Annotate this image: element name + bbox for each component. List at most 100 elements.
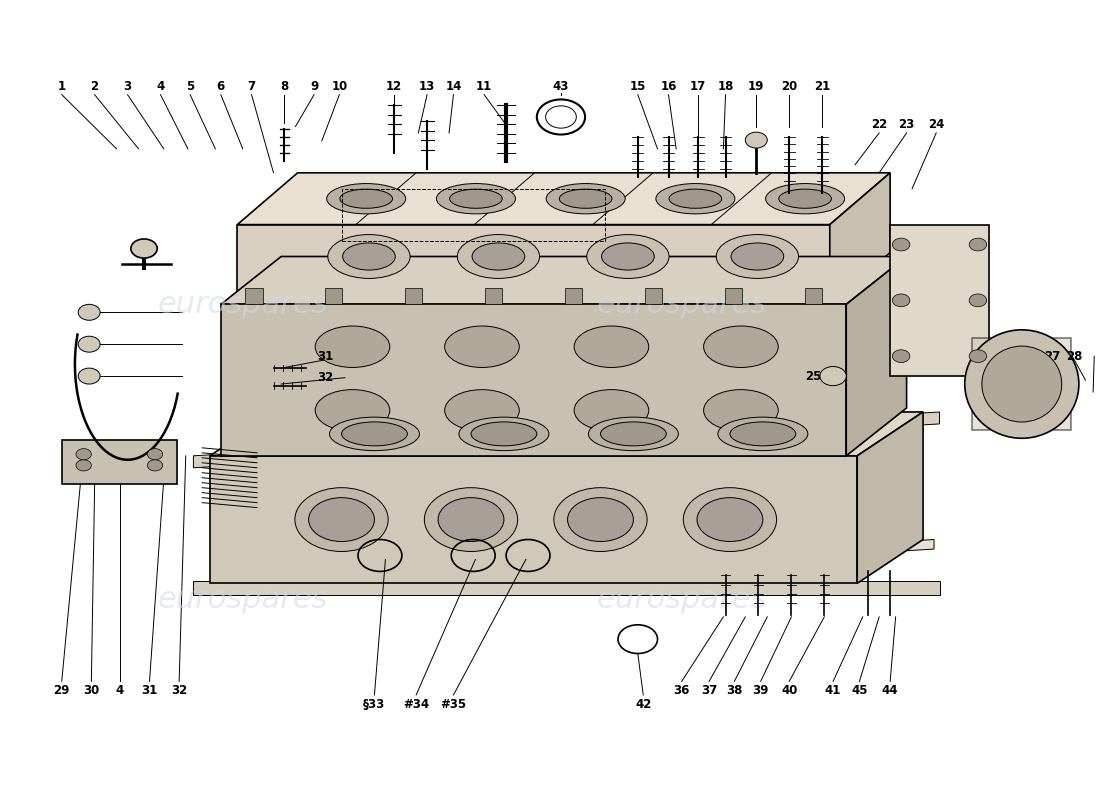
Circle shape — [76, 460, 91, 471]
Ellipse shape — [586, 234, 669, 278]
Ellipse shape — [316, 326, 389, 367]
Polygon shape — [199, 539, 934, 593]
Circle shape — [78, 368, 100, 384]
Text: 45: 45 — [851, 685, 868, 698]
Polygon shape — [210, 456, 857, 583]
Ellipse shape — [730, 422, 795, 446]
Text: eurospares: eurospares — [157, 290, 328, 319]
Ellipse shape — [965, 330, 1079, 438]
Ellipse shape — [982, 346, 1062, 422]
Text: 4: 4 — [116, 685, 124, 698]
Text: 10: 10 — [331, 80, 348, 93]
Text: 24: 24 — [928, 118, 945, 131]
Text: 31: 31 — [142, 685, 157, 698]
Text: 37: 37 — [701, 685, 717, 698]
Text: eurospares: eurospares — [596, 585, 767, 614]
Text: 11: 11 — [476, 80, 493, 93]
Ellipse shape — [588, 417, 679, 450]
Polygon shape — [210, 412, 923, 456]
Ellipse shape — [295, 488, 388, 551]
Ellipse shape — [444, 390, 519, 431]
Polygon shape — [238, 225, 829, 304]
Text: 32: 32 — [317, 371, 333, 384]
Ellipse shape — [342, 243, 395, 270]
Circle shape — [131, 239, 157, 258]
Ellipse shape — [574, 326, 649, 367]
Ellipse shape — [683, 488, 777, 551]
Text: §33: §33 — [363, 698, 386, 711]
Text: 43: 43 — [553, 80, 569, 93]
Circle shape — [78, 336, 100, 352]
Bar — [194, 581, 939, 595]
Ellipse shape — [341, 422, 407, 446]
Text: 1: 1 — [57, 80, 66, 93]
Ellipse shape — [547, 183, 625, 214]
Text: 44: 44 — [882, 685, 899, 698]
Text: 2: 2 — [90, 80, 99, 93]
Ellipse shape — [328, 234, 410, 278]
Text: 29: 29 — [54, 685, 70, 698]
Text: eurospares: eurospares — [157, 585, 328, 614]
Text: #35: #35 — [440, 698, 466, 711]
Ellipse shape — [472, 243, 525, 270]
Ellipse shape — [704, 326, 778, 367]
Text: 5: 5 — [186, 80, 195, 93]
Text: 21: 21 — [814, 80, 830, 93]
Text: 13: 13 — [419, 80, 436, 93]
Bar — [804, 288, 822, 304]
Text: 9: 9 — [310, 80, 318, 93]
Text: eurospares: eurospares — [596, 290, 767, 319]
Circle shape — [746, 132, 767, 148]
Text: 12: 12 — [386, 80, 403, 93]
Ellipse shape — [425, 488, 518, 551]
Polygon shape — [829, 173, 890, 304]
Bar — [341, 189, 605, 241]
Ellipse shape — [458, 234, 540, 278]
Bar — [245, 288, 263, 304]
Ellipse shape — [340, 189, 393, 208]
Text: 15: 15 — [629, 80, 646, 93]
Text: 39: 39 — [752, 685, 769, 698]
Text: 3: 3 — [123, 80, 132, 93]
Ellipse shape — [327, 183, 406, 214]
Polygon shape — [846, 257, 906, 456]
Text: 20: 20 — [781, 80, 798, 93]
Polygon shape — [972, 338, 1071, 430]
Circle shape — [892, 238, 910, 251]
Ellipse shape — [471, 422, 537, 446]
Circle shape — [969, 350, 987, 362]
Text: 14: 14 — [446, 80, 462, 93]
Bar — [645, 288, 662, 304]
Text: 32: 32 — [170, 685, 187, 698]
Ellipse shape — [704, 390, 778, 431]
Text: 18: 18 — [717, 80, 734, 93]
Polygon shape — [890, 225, 989, 376]
Text: 42: 42 — [635, 698, 651, 711]
Ellipse shape — [602, 243, 654, 270]
Ellipse shape — [437, 183, 516, 214]
Ellipse shape — [669, 189, 722, 208]
Ellipse shape — [553, 488, 647, 551]
Polygon shape — [857, 412, 923, 583]
Text: 19: 19 — [748, 80, 764, 93]
Text: 38: 38 — [726, 685, 742, 698]
Text: 41: 41 — [825, 685, 842, 698]
Ellipse shape — [732, 243, 783, 270]
Ellipse shape — [697, 498, 763, 542]
Text: 22: 22 — [871, 118, 888, 131]
Ellipse shape — [459, 417, 549, 450]
Ellipse shape — [444, 326, 519, 367]
Text: 6: 6 — [217, 80, 226, 93]
Text: 30: 30 — [84, 685, 99, 698]
Text: 36: 36 — [673, 685, 690, 698]
Text: 26: 26 — [1022, 350, 1038, 362]
Ellipse shape — [438, 498, 504, 542]
Circle shape — [969, 294, 987, 306]
Bar — [324, 288, 342, 304]
Ellipse shape — [656, 183, 735, 214]
Text: 8: 8 — [280, 80, 288, 93]
Ellipse shape — [568, 498, 634, 542]
Circle shape — [78, 304, 100, 320]
Circle shape — [892, 294, 910, 306]
Circle shape — [820, 366, 846, 386]
